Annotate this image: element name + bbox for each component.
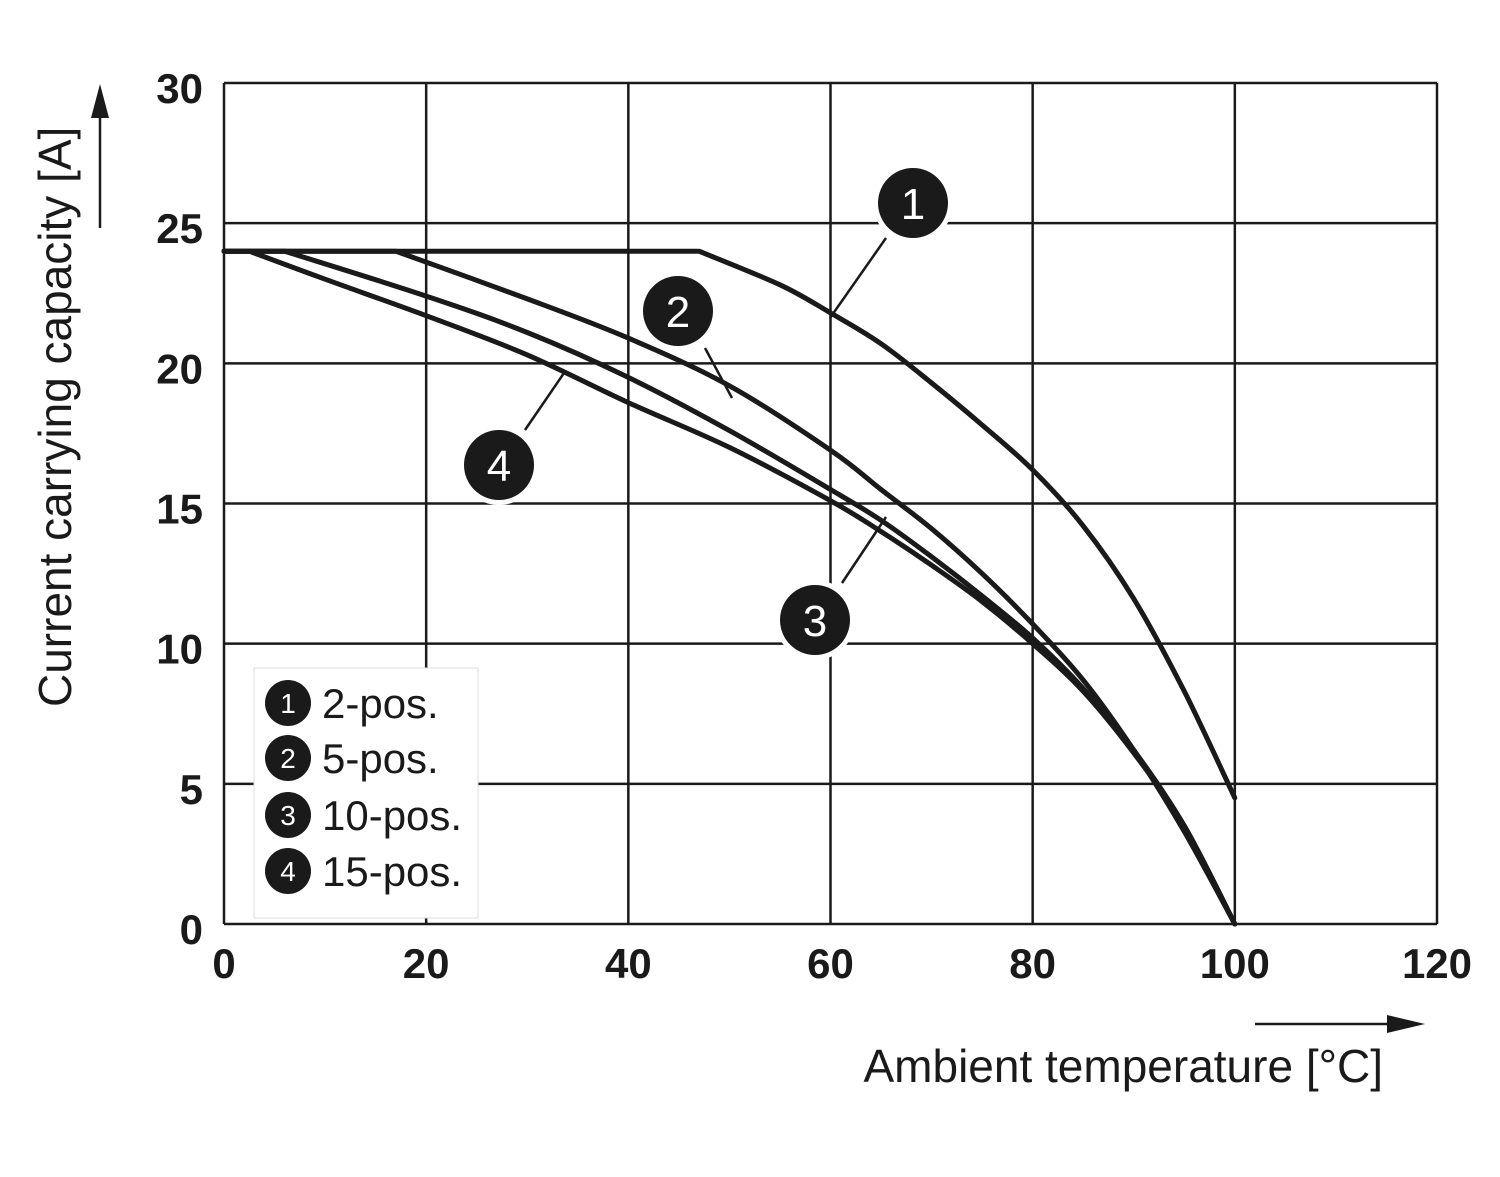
legend-label: 10-pos. bbox=[322, 792, 462, 839]
annotation-marker-4 bbox=[464, 430, 534, 500]
annotation-marker-1 bbox=[878, 168, 948, 238]
y-tick-label: 25 bbox=[156, 205, 203, 252]
x-axis-arrow-head bbox=[1387, 1015, 1425, 1033]
annotation-marker-label: 4 bbox=[487, 442, 511, 491]
annotation-leaders bbox=[523, 237, 888, 584]
legend-marker-label: 2 bbox=[280, 743, 296, 774]
x-tick-label: 80 bbox=[1009, 940, 1056, 987]
annotation-marker-label: 1 bbox=[901, 180, 925, 229]
x-tick-label: 60 bbox=[807, 940, 854, 987]
x-tick-label: 120 bbox=[1402, 940, 1472, 987]
legend-marker-2 bbox=[265, 735, 311, 781]
x-tick-label: 100 bbox=[1200, 940, 1270, 987]
y-tick-label: 30 bbox=[156, 65, 203, 112]
x-tick-label: 40 bbox=[605, 940, 652, 987]
legend: 1 2-pos. 2 5-pos. 3 10-pos. 4 15-pos. bbox=[253, 667, 479, 919]
series-line-4 bbox=[221, 248, 1238, 927]
legend-label: 15-pos. bbox=[322, 848, 462, 895]
y-tick-label: 15 bbox=[156, 486, 203, 533]
series-lines bbox=[221, 248, 1238, 927]
x-tick-label: 0 bbox=[212, 940, 235, 987]
tick-labels: 0 20 40 60 80 100 120 0 5 10 15 20 25 30 bbox=[156, 65, 1472, 987]
legend-label: 5-pos. bbox=[322, 735, 439, 782]
annotation-marker-label: 2 bbox=[666, 288, 690, 337]
y-tick-label: 5 bbox=[180, 766, 203, 813]
annotation-leader-3 bbox=[840, 516, 888, 584]
annotation-markers: 1 2 3 4 bbox=[459, 163, 953, 660]
legend-label: 2-pos. bbox=[322, 680, 439, 727]
y-tick-label: 0 bbox=[180, 906, 203, 953]
annotation-marker-3 bbox=[780, 585, 850, 655]
x-tick-label: 20 bbox=[403, 940, 450, 987]
y-axis-label: Current carrying capacity [A] bbox=[29, 127, 81, 707]
legend-marker-label: 1 bbox=[280, 688, 296, 719]
y-tick-label: 10 bbox=[156, 626, 203, 673]
x-axis-title-group: Ambient temperature [°C] bbox=[864, 1015, 1425, 1092]
legend-marker-label: 4 bbox=[280, 856, 296, 887]
y-axis-arrow-head bbox=[91, 84, 109, 118]
annotation-leader-2 bbox=[703, 347, 734, 399]
y-axis-title-group: Current carrying capacity [A] bbox=[29, 84, 109, 707]
annotation-marker-label: 3 bbox=[803, 597, 827, 646]
series-line-1 bbox=[221, 248, 1238, 801]
legend-marker-1 bbox=[265, 680, 311, 726]
annotation-leader-4 bbox=[523, 372, 566, 431]
x-axis-label: Ambient temperature [°C] bbox=[864, 1040, 1384, 1092]
annotation-marker-2 bbox=[643, 276, 713, 346]
annotation-leader-1 bbox=[828, 237, 888, 319]
legend-marker-label: 3 bbox=[280, 800, 296, 831]
legend-marker-4 bbox=[265, 848, 311, 894]
grid-lines bbox=[222, 81, 1439, 926]
legend-marker-3 bbox=[265, 792, 311, 838]
y-tick-label: 20 bbox=[156, 345, 203, 392]
